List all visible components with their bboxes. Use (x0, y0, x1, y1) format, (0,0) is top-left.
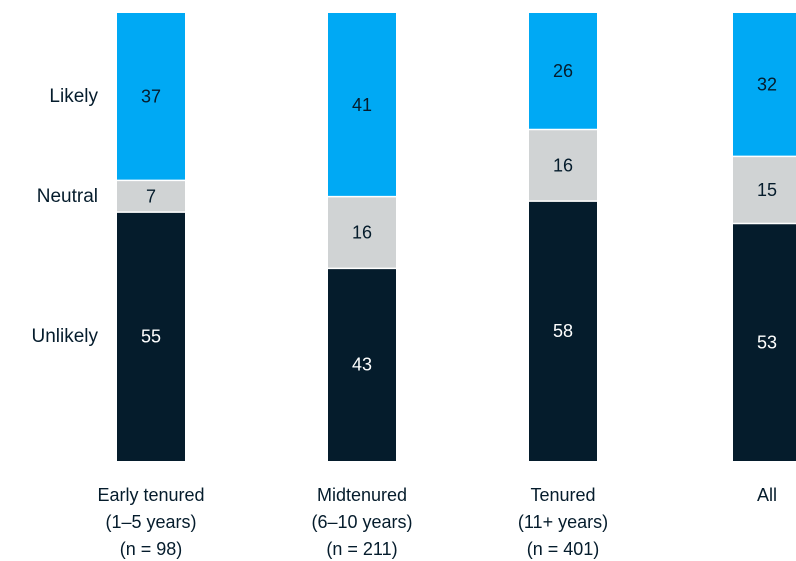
bar-segment-likely-2 (529, 13, 597, 130)
data-label-likely-3: 32 (757, 75, 777, 95)
bar-segment-likely-3 (733, 13, 796, 157)
category-label-1-line-2: (n = 211) (326, 539, 397, 559)
data-label-unlikely-1: 43 (352, 355, 372, 375)
data-label-neutral-1: 16 (352, 223, 372, 243)
data-label-neutral-3: 15 (757, 180, 777, 200)
category-label-1-line-1: (6–10 years) (311, 512, 412, 532)
category-label-0-line-2: (n = 98) (120, 539, 183, 559)
bar-segment-neutral-0 (117, 180, 185, 213)
data-label-likely-2: 26 (553, 61, 573, 81)
data-label-neutral-0: 7 (146, 186, 156, 206)
bar-segment-likely-1 (328, 13, 396, 197)
bar-segment-unlikely-1 (328, 268, 396, 461)
bar-segment-neutral-1 (328, 196, 396, 269)
category-label-2-line-0: Tenured (530, 485, 595, 505)
data-label-likely-1: 41 (352, 95, 372, 115)
legend-label-likely: Likely (49, 86, 98, 107)
legend-label-neutral: Neutral (37, 186, 98, 207)
category-label-1-line-0: Midtenured (317, 485, 407, 505)
data-label-neutral-2: 16 (553, 155, 573, 175)
bar-segment-unlikely-2 (529, 201, 597, 461)
data-label-unlikely-2: 58 (553, 321, 573, 341)
category-label-2-line-1: (11+ years) (518, 512, 608, 532)
legend-label-unlikely: Unlikely (31, 326, 98, 347)
bar-segment-likely-0 (117, 13, 185, 181)
data-label-unlikely-3: 53 (757, 332, 777, 352)
category-label-0-line-0: Early tenured (97, 485, 204, 505)
data-label-unlikely-0: 55 (141, 327, 161, 347)
category-label-2-line-2: (n = 401) (527, 539, 600, 559)
data-label-likely-0: 37 (141, 87, 161, 107)
category-label-3-line-0: All (757, 485, 777, 505)
bar-segment-unlikely-0 (117, 212, 185, 461)
bar-segment-neutral-3 (733, 156, 796, 224)
bar-segment-neutral-2 (529, 129, 597, 202)
bar-segment-unlikely-3 (733, 223, 796, 461)
category-label-0-line-1: (1–5 years) (105, 512, 196, 532)
